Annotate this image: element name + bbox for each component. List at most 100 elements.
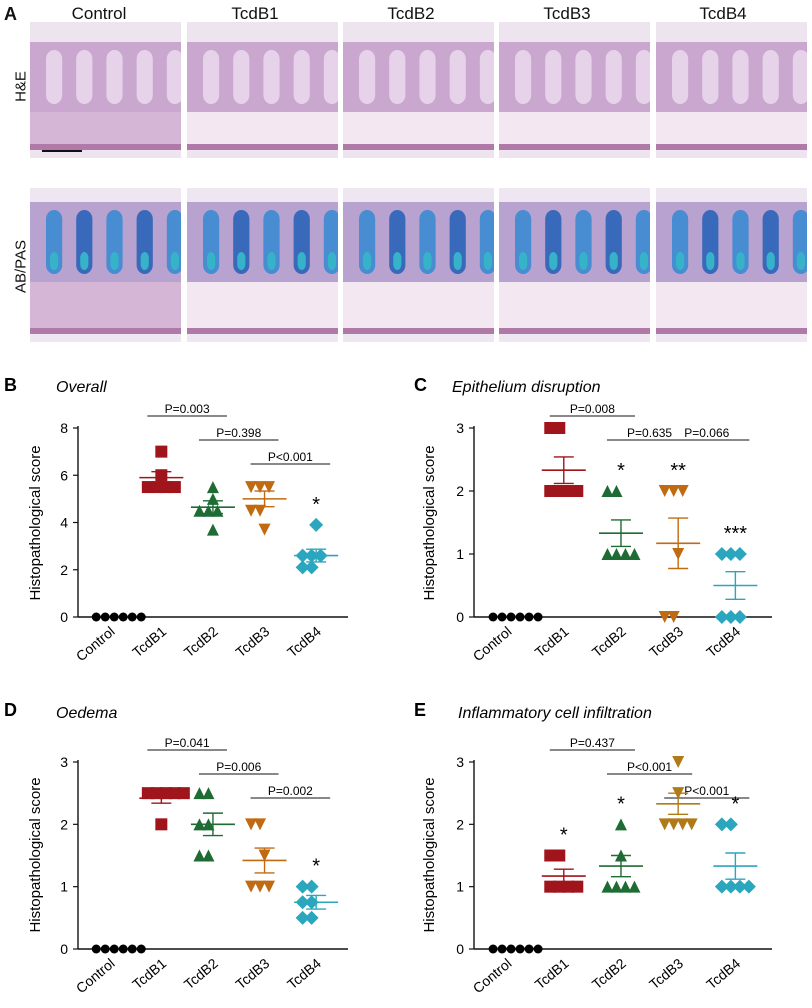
data-point <box>667 818 680 831</box>
x-tick-label: TcdB2 <box>181 955 221 992</box>
data-point <box>245 504 258 517</box>
p-value-label: P=0.398 <box>216 426 261 440</box>
panel-letter-a: A <box>4 4 17 24</box>
significance-star: *** <box>724 523 748 545</box>
y-axis-label: Histopathological score <box>27 445 44 600</box>
y-tick-label: 2 <box>456 483 464 499</box>
histology-image-he-tcdb1 <box>187 22 338 158</box>
x-tick-label: TcdB3 <box>232 623 272 660</box>
y-tick-label: 0 <box>60 609 68 625</box>
data-point <box>672 756 685 768</box>
x-tick-label: TcdB4 <box>284 623 324 660</box>
p-value-label: P=0.041 <box>165 736 210 750</box>
data-point <box>118 612 128 622</box>
data-point <box>309 517 324 532</box>
y-axis-label: Histopathological score <box>421 777 438 932</box>
data-point <box>714 817 729 832</box>
significance-star: * <box>312 494 320 516</box>
x-tick-label: TcdB3 <box>646 955 686 992</box>
data-point <box>193 849 206 862</box>
p-value-label: P=0.003 <box>165 402 210 416</box>
x-tick-label: Control <box>73 955 118 996</box>
data-point <box>571 880 584 893</box>
column-label-tcdb3: TcdB3 <box>543 4 591 23</box>
data-point <box>254 880 267 893</box>
data-point <box>127 944 137 954</box>
x-tick-label: TcdB3 <box>232 955 272 992</box>
p-value-label: P=0.006 <box>216 760 261 774</box>
data-point <box>667 611 680 623</box>
x-tick-label: Control <box>73 623 118 664</box>
chart-title: Epithelium disruption <box>452 379 601 396</box>
panel-letter-d: D <box>4 700 17 720</box>
p-value-label: P<0.001 <box>684 784 729 798</box>
x-tick-label: TcdB1 <box>532 623 572 660</box>
x-tick-label: TcdB4 <box>703 623 743 660</box>
data-point <box>610 485 623 497</box>
data-point <box>263 880 276 893</box>
data-point <box>619 880 632 893</box>
data-point <box>91 612 101 622</box>
data-point <box>497 944 507 954</box>
p-value-label: P=0.002 <box>268 784 313 798</box>
x-tick-label: TcdB2 <box>181 623 221 660</box>
data-point <box>524 944 534 954</box>
data-point <box>553 422 566 434</box>
data-point <box>676 485 689 497</box>
data-point <box>714 610 729 624</box>
y-tick-label: 3 <box>456 420 464 436</box>
y-tick-label: 2 <box>60 562 68 578</box>
histology-image-he-control <box>30 22 181 158</box>
histology-image-he-tcdb2 <box>343 22 494 158</box>
data-point <box>628 880 641 893</box>
data-point <box>676 818 689 831</box>
data-point <box>732 879 747 894</box>
data-point <box>610 548 623 560</box>
data-point <box>732 610 747 624</box>
chart-title: Overall <box>56 379 107 396</box>
x-tick-label: TcdB4 <box>703 955 743 992</box>
histology-image-abpas-tcdb3 <box>499 188 650 342</box>
data-point <box>488 944 498 954</box>
data-point <box>553 849 566 862</box>
data-point <box>206 481 219 494</box>
data-point <box>254 481 267 494</box>
chart-panel-e: E Inflammatory cell infiltration 0 1 2 3 Histo… <box>414 700 772 996</box>
data-point <box>202 787 215 800</box>
data-point <box>193 504 206 517</box>
data-point <box>524 612 534 622</box>
data-point <box>118 944 128 954</box>
x-tick-label: Control <box>470 623 515 664</box>
y-tick-label: 6 <box>60 467 68 483</box>
x-tick-label: TcdB2 <box>589 955 629 992</box>
data-point <box>304 560 319 575</box>
chart-panel-c: C Epithelium disruption 0 1 2 3 Histopathologi… <box>414 375 772 664</box>
p-value-label: P=0.437 <box>570 736 615 750</box>
data-point <box>245 818 258 831</box>
y-tick-label: 2 <box>456 816 464 832</box>
data-point <box>193 787 206 800</box>
panel-letter-b: B <box>4 375 17 395</box>
histology-image-abpas-tcdb1 <box>187 188 338 342</box>
y-tick-label: 8 <box>60 420 68 436</box>
data-point <box>601 880 614 893</box>
x-tick-label: TcdB2 <box>589 623 629 660</box>
y-axis-label: Histopathological score <box>421 445 438 600</box>
data-point <box>723 817 738 832</box>
data-point <box>155 818 168 831</box>
column-label-tcdb4: TcdB4 <box>699 4 747 23</box>
data-point <box>714 547 729 561</box>
x-tick-label: TcdB1 <box>129 623 169 660</box>
p-value-label: P=0.066 <box>684 426 729 440</box>
chart-panel-d: D Oedema 0 1 2 3 Histopathological score Contro… <box>4 700 348 996</box>
data-point <box>168 481 181 494</box>
data-point <box>258 523 271 536</box>
data-point <box>506 944 516 954</box>
data-point <box>304 879 319 894</box>
x-tick-label: TcdB4 <box>284 955 324 992</box>
significance-star: * <box>560 825 568 847</box>
data-point <box>245 481 258 494</box>
data-point <box>533 612 543 622</box>
data-point <box>732 547 747 561</box>
data-point <box>304 910 319 925</box>
